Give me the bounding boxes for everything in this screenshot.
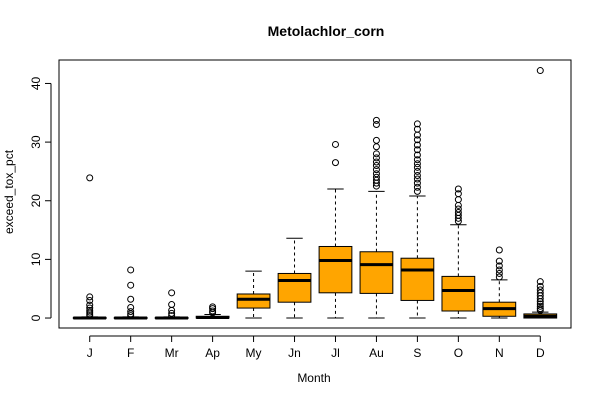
outlier-point [454, 196, 462, 204]
box-S [400, 257, 435, 301]
outlier-point [454, 201, 462, 209]
outlier-point [372, 162, 380, 170]
outlier-point [372, 173, 380, 181]
x-tick-label: D [536, 346, 545, 360]
outlier-point [86, 174, 94, 182]
outlier-point [86, 293, 94, 301]
chart-title: Metolachlor_corn [268, 23, 385, 39]
outlier-point [413, 187, 421, 195]
outlier-point [86, 304, 94, 312]
x-tick-label: F [127, 346, 134, 360]
y-axis-label: exceed_tox_pct [2, 149, 16, 234]
plot-area: 0 10 20 30 40 J F Mr Ap My Jn Jl Au S O N D [29, 59, 572, 360]
x-tick-label: S [413, 346, 421, 360]
outlier-point [495, 266, 503, 274]
outlier-point [495, 262, 503, 270]
outlier-point [413, 156, 421, 164]
outlier-point [372, 150, 380, 158]
outlier-point [209, 303, 217, 311]
outlier-point [413, 136, 421, 144]
outlier-point [86, 301, 94, 309]
box-O [441, 275, 476, 312]
outlier-point [495, 246, 503, 254]
outlier-point [413, 179, 421, 187]
outlier-point [372, 158, 380, 166]
outlier-point [454, 208, 462, 216]
outlier-point [168, 309, 176, 317]
outlier-point [536, 302, 544, 310]
outlier-point [454, 190, 462, 198]
y-tick-label: 30 [29, 135, 43, 149]
outlier-point [536, 278, 544, 286]
outlier-point [168, 289, 176, 297]
outlier-point [372, 116, 380, 124]
box-Au [359, 251, 394, 294]
box-Jn [277, 272, 312, 303]
outlier-point [127, 281, 135, 289]
outlier-point [536, 67, 544, 75]
outlier-point [127, 308, 135, 316]
x-tick-label: Jl [331, 346, 340, 360]
outlier-point [536, 286, 544, 294]
outlier-point [413, 167, 421, 175]
outlier-point [86, 306, 94, 314]
outlier-point [372, 154, 380, 162]
outlier-point [127, 266, 135, 274]
x-tick-label: Jn [288, 346, 301, 360]
outlier-point [495, 269, 503, 277]
outlier-point [372, 170, 380, 178]
x-tick-label: Mr [165, 346, 179, 360]
outlier-point [413, 125, 421, 133]
y-tick-label: 40 [29, 76, 43, 90]
x-tick-label: My [246, 346, 262, 360]
outlier-point [536, 300, 544, 308]
outlier-point [413, 172, 421, 180]
outlier-point [536, 282, 544, 290]
outlier-point [168, 301, 176, 309]
outlier-point [331, 159, 339, 167]
box-Jl [318, 245, 353, 294]
outlier-point [454, 205, 462, 213]
box-My [236, 293, 271, 309]
outlier-point [413, 146, 421, 154]
outlier-point [127, 295, 135, 303]
outlier-point [454, 185, 462, 193]
y-tick-label: 20 [29, 194, 43, 208]
x-tick-label: N [495, 346, 504, 360]
x-tick-label: O [454, 346, 463, 360]
x-tick-label: J [87, 346, 93, 360]
outlier-point [413, 141, 421, 149]
outlier-point [86, 296, 94, 304]
outlier-point [209, 307, 217, 315]
x-axis-label: Month [297, 371, 330, 385]
outlier-point [536, 305, 544, 313]
outlier-point [372, 121, 380, 129]
outlier-point [413, 151, 421, 159]
outlier-point [413, 160, 421, 168]
y-tick-label: 0 [29, 314, 43, 321]
outlier-point [413, 163, 421, 171]
x-tick-label: Au [369, 346, 384, 360]
outlier-point [331, 140, 339, 148]
outlier-point [413, 175, 421, 183]
outlier-point [372, 166, 380, 174]
outlier-point [495, 273, 503, 281]
x-tick-label: Ap [205, 346, 220, 360]
outlier-point [127, 303, 135, 311]
outlier-point [372, 143, 380, 151]
outlier-point [168, 312, 176, 320]
outlier-point [413, 183, 421, 191]
y-tick-label: 10 [29, 252, 43, 266]
outlier-point [495, 257, 503, 265]
outlier-point [372, 136, 380, 144]
outlier-point [413, 120, 421, 128]
plot-frame [58, 59, 572, 329]
